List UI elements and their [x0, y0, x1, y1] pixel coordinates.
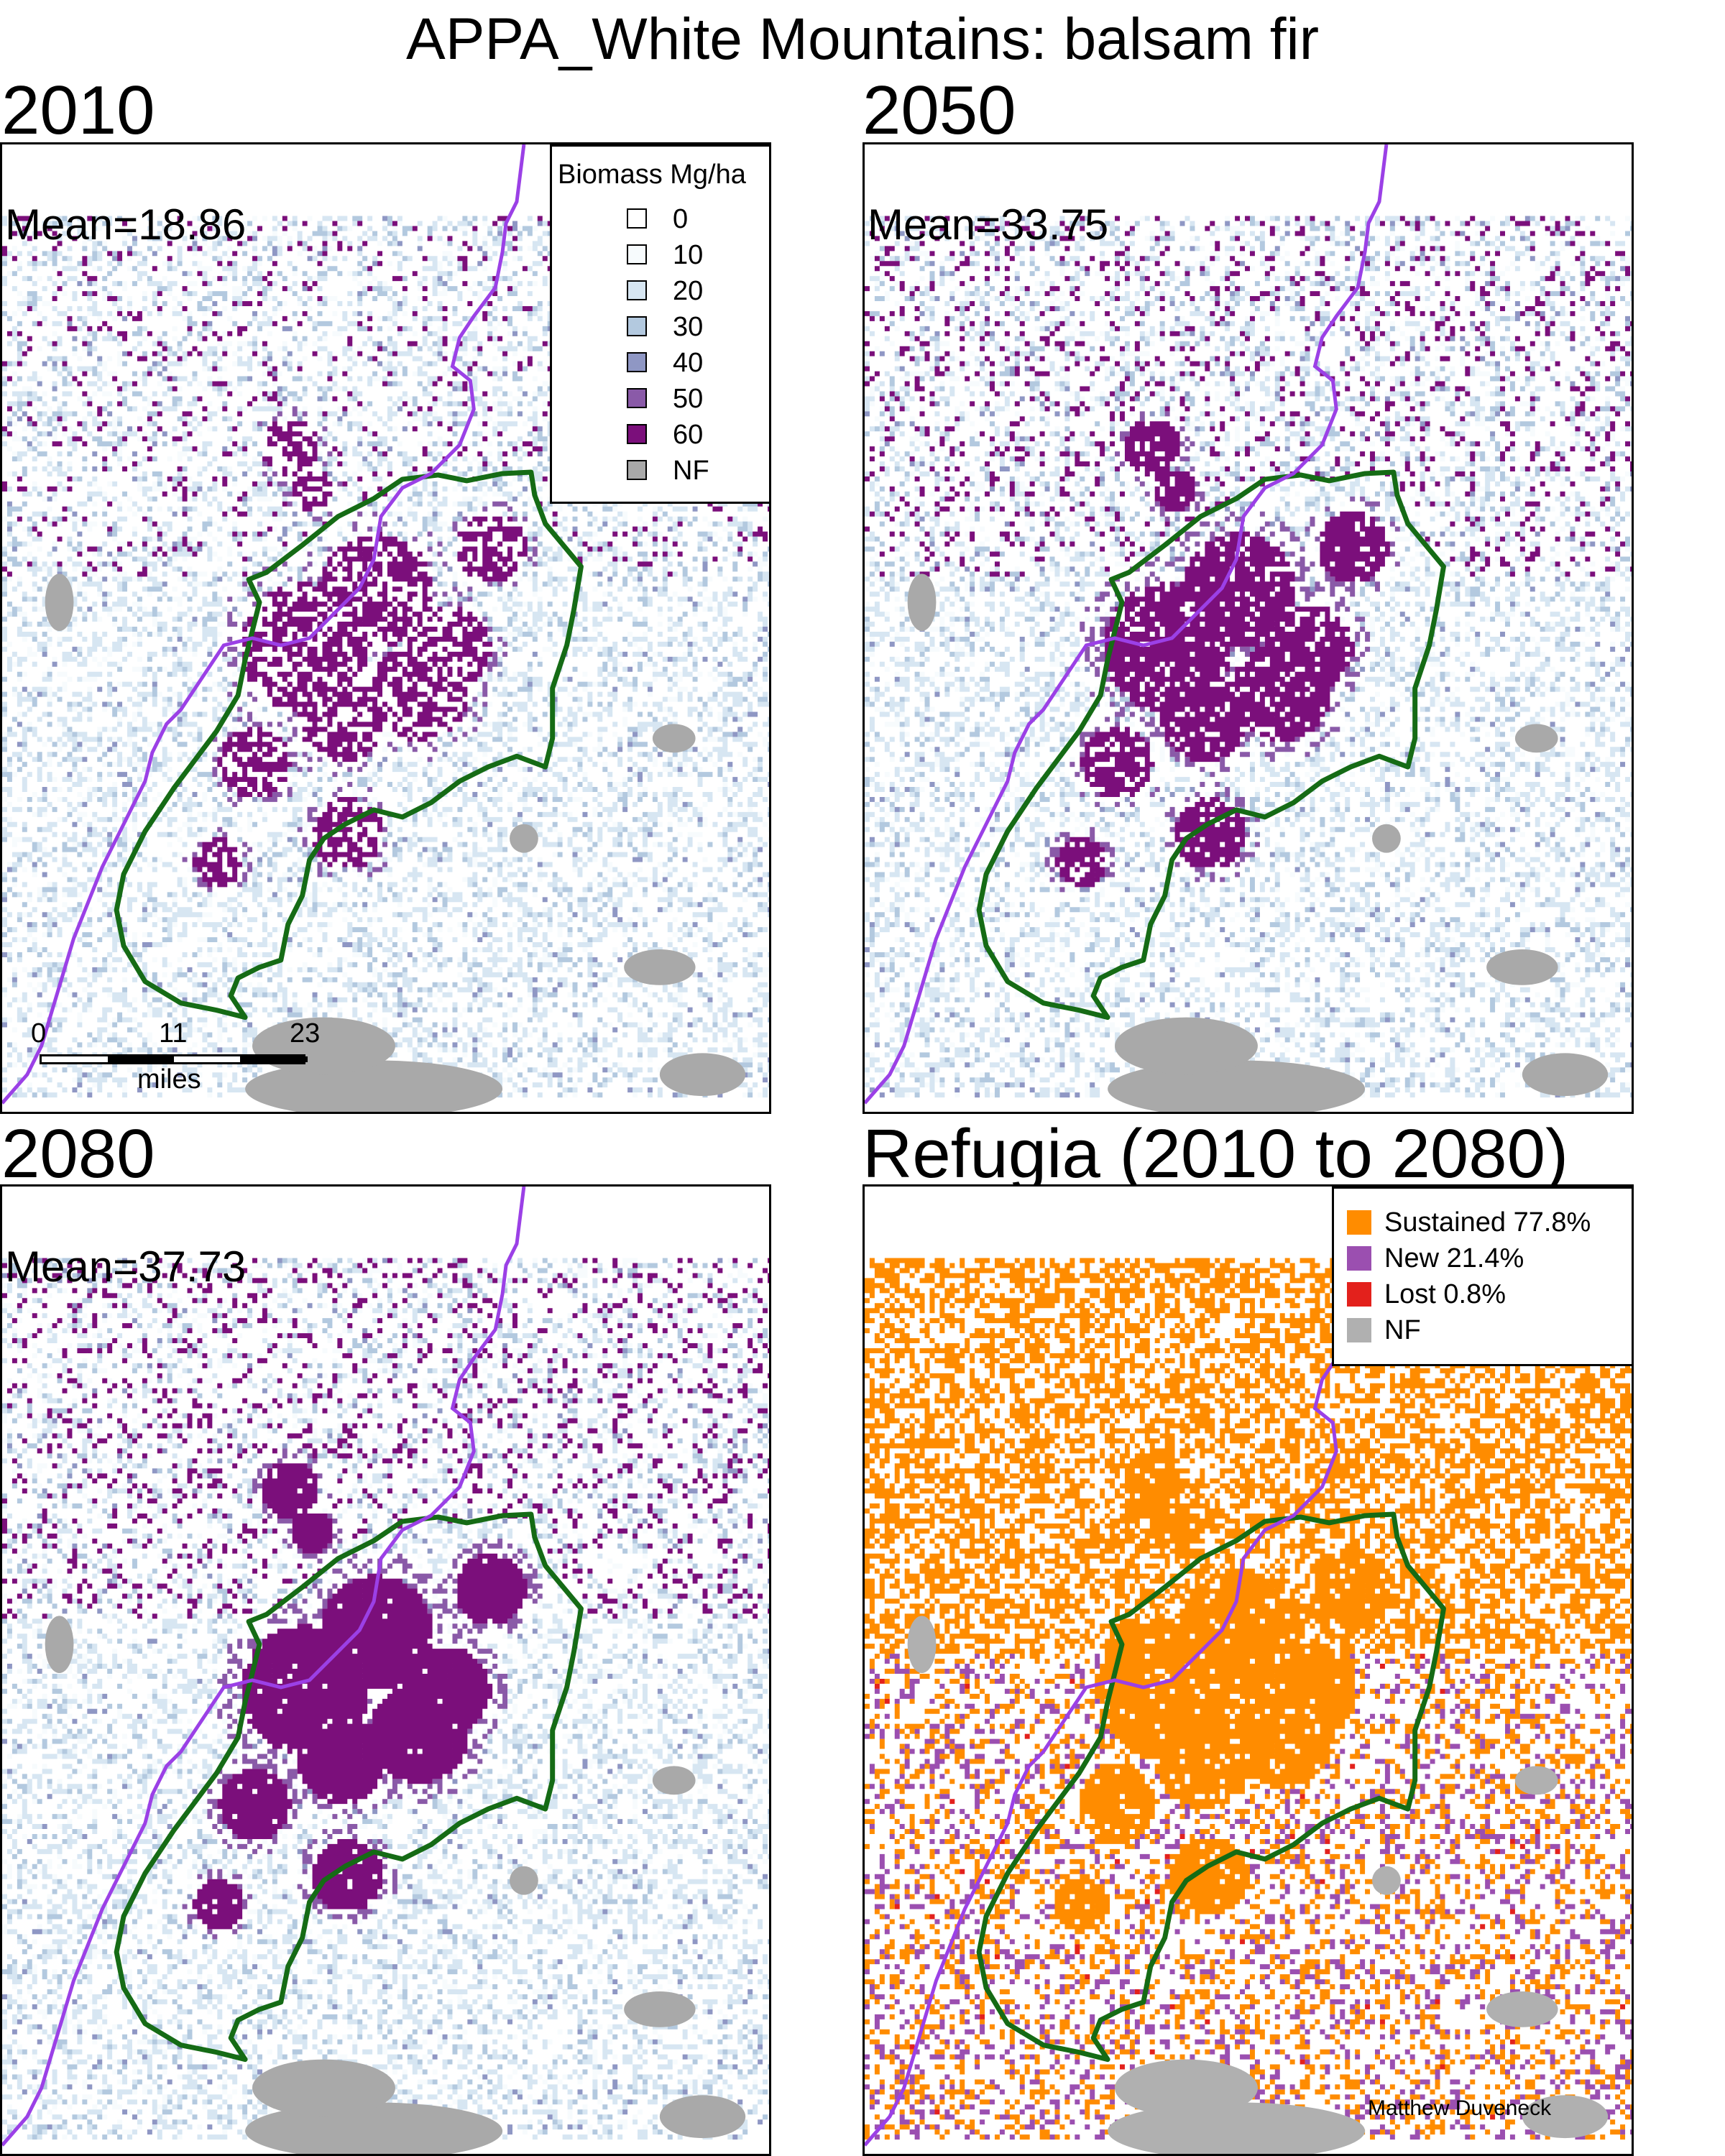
biomass-raster-layer	[865, 216, 1632, 888]
non-forest-area	[1486, 1991, 1558, 2027]
legend-title: Biomass Mg/ha	[558, 160, 746, 190]
forest-boundary-line	[976, 469, 1446, 1021]
legend-swatch-nf	[627, 460, 647, 480]
biomass-raster-layer	[2, 1258, 769, 1930]
refugia-raster-layer	[865, 1654, 1632, 2140]
non-forest-area	[1486, 949, 1558, 985]
legend-swatch-50	[627, 388, 647, 408]
biomass-map-2080	[2, 1187, 769, 2154]
non-forest-area	[907, 573, 937, 631]
mean-label-2010: Mean=18.86	[5, 201, 247, 249]
forest-boundary-line	[976, 1511, 1446, 2063]
map-panel-2050: Mean=33.75	[862, 142, 1634, 1114]
mean-label-2050: Mean=33.75	[868, 201, 1109, 249]
map-panel-2080: Mean=37.73	[0, 1184, 771, 2156]
river-line	[2, 1187, 526, 2147]
scale-tick-23: 23	[290, 1018, 321, 1049]
river-line	[2, 144, 526, 1105]
biomass-raster-layer	[2, 216, 769, 888]
legend-label-10: 10	[673, 240, 704, 270]
non-forest-area	[1522, 2095, 1609, 2139]
biomass-raster-layer	[865, 216, 1632, 1098]
non-forest-area	[510, 1866, 538, 1895]
figure-title: APPA_White Mountains: balsam fir	[406, 6, 1319, 72]
panel-title-refugia: Refugia (2010 to 2080)	[862, 1115, 1569, 1192]
legend-label-20: 20	[673, 276, 704, 306]
forest-boundary-line	[114, 1511, 584, 2063]
non-forest-area	[45, 1616, 74, 1673]
legend-label-30: 30	[673, 312, 704, 342]
map-panel-refugia: Sustained 77.8% New 21.4% Lost 0.8% NF M…	[862, 1184, 1634, 2156]
legend-label-40: 40	[673, 348, 704, 378]
scale-bar-segment	[108, 1056, 174, 1062]
legend-swatch-20	[627, 280, 647, 300]
non-forest-area	[252, 2059, 395, 2117]
map-panel-2010: Mean=18.86 Biomass Mg/ha 0 10 20 30 40 5…	[0, 142, 771, 1114]
refugia-swatch-new	[1347, 1246, 1371, 1271]
legend-swatch-30	[627, 316, 647, 336]
non-forest-area	[652, 1766, 696, 1795]
legend-swatch-0	[627, 208, 647, 229]
refugia-swatch-sustained	[1347, 1210, 1371, 1235]
non-forest-area	[252, 1017, 395, 1075]
biomass-raster-layer	[865, 216, 1632, 1098]
biomass-legend: Biomass Mg/ha 0 10 20 30 40 50 60 NF	[550, 144, 769, 504]
non-forest-area	[1514, 1766, 1558, 1795]
non-forest-area	[659, 2095, 746, 2139]
biomass-raster-layer	[2, 1258, 769, 2140]
mean-label-2080: Mean=37.73	[5, 1243, 247, 1291]
non-forest-area	[624, 949, 696, 985]
river-line	[865, 144, 1389, 1105]
scale-tick-0: 0	[31, 1018, 47, 1049]
refugia-raster-layer	[874, 1654, 1626, 2120]
legend-label-50: 50	[673, 384, 704, 414]
non-forest-area	[652, 724, 696, 753]
biomass-raster-layer	[2, 216, 769, 1098]
forest-boundary-line	[114, 469, 584, 1021]
refugia-label-new: New 21.4%	[1384, 1243, 1524, 1273]
non-forest-area	[907, 1616, 937, 1673]
legend-swatch-40	[627, 352, 647, 372]
non-forest-area	[45, 573, 74, 631]
legend-label-nf: NF	[673, 456, 709, 486]
scale-bar-outline	[40, 1054, 308, 1064]
refugia-legend: Sustained 77.8% New 21.4% Lost 0.8% NF	[1332, 1187, 1632, 1366]
non-forest-area	[1372, 1866, 1401, 1895]
non-forest-area	[659, 1053, 746, 1097]
non-forest-area	[1115, 2059, 1258, 2117]
legend-swatch-10	[627, 244, 647, 264]
panel-title-2050: 2050	[862, 72, 1016, 149]
non-forest-area	[1115, 1017, 1258, 1075]
panel-title-2010: 2010	[1, 72, 155, 149]
refugia-swatch-nf	[1347, 1318, 1371, 1342]
non-forest-area	[510, 824, 538, 853]
refugia-swatch-lost	[1347, 1282, 1371, 1307]
biomass-raster-layer	[865, 216, 1632, 1098]
legend-swatch-60	[627, 424, 647, 444]
refugia-label-nf: NF	[1384, 1315, 1421, 1345]
legend-label-60: 60	[673, 420, 704, 450]
non-forest-area	[1522, 1053, 1609, 1097]
panel-title-2080: 2080	[1, 1115, 155, 1192]
legend-label-0: 0	[673, 204, 689, 234]
scale-tick-11: 11	[159, 1018, 188, 1049]
biomass-map-2050	[865, 144, 1632, 1112]
refugia-label-lost: Lost 0.8%	[1384, 1279, 1506, 1309]
refugia-label-sustained: Sustained 77.8%	[1384, 1207, 1591, 1238]
non-forest-area	[1372, 824, 1401, 853]
scale-unit: miles	[137, 1064, 201, 1095]
non-forest-area	[1514, 724, 1558, 753]
scale-bar-segment	[240, 1056, 308, 1062]
non-forest-area	[624, 1991, 696, 2027]
author-credit: Matthew Duveneck	[1368, 2096, 1552, 2120]
